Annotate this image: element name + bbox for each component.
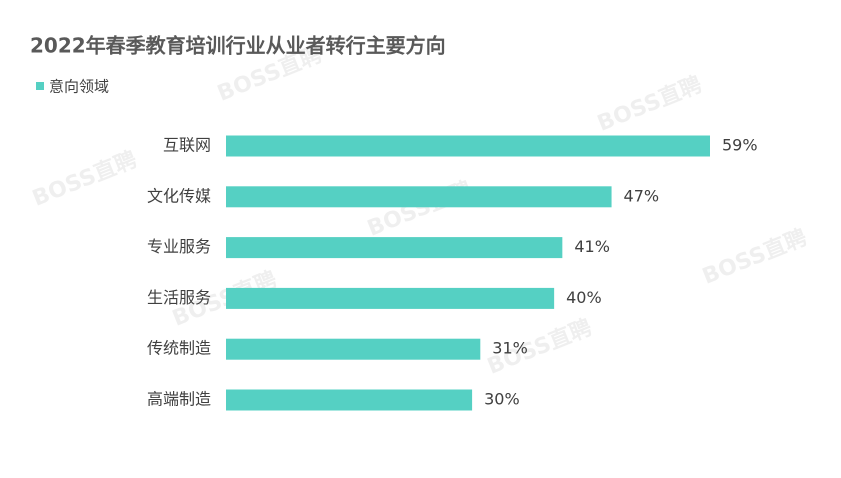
data-label: 40%	[566, 288, 602, 307]
data-label: 47%	[624, 186, 660, 205]
bar	[226, 389, 473, 411]
bar	[226, 135, 710, 157]
data-label: 31%	[492, 339, 528, 358]
data-label: 30%	[484, 390, 520, 409]
chart-title: 2022年春季教育培训行业从业者转行主要方向	[30, 34, 446, 58]
legend: 意向领域	[36, 78, 109, 96]
bar	[226, 287, 555, 309]
bar	[226, 237, 563, 259]
bar	[226, 338, 481, 360]
y-tick-label: 传统制造	[147, 339, 211, 358]
legend-label: 意向领域	[49, 78, 109, 96]
y-tick-label: 互联网	[163, 136, 211, 155]
y-tick-label: 生活服务	[147, 288, 211, 307]
y-tick-label: 文化传媒	[147, 186, 211, 205]
bar	[226, 186, 612, 208]
data-label: 59%	[722, 136, 758, 155]
y-tick-label: 专业服务	[147, 237, 211, 256]
data-label: 41%	[574, 237, 610, 256]
y-tick-label: 高端制造	[147, 390, 211, 409]
legend-swatch	[36, 82, 44, 90]
